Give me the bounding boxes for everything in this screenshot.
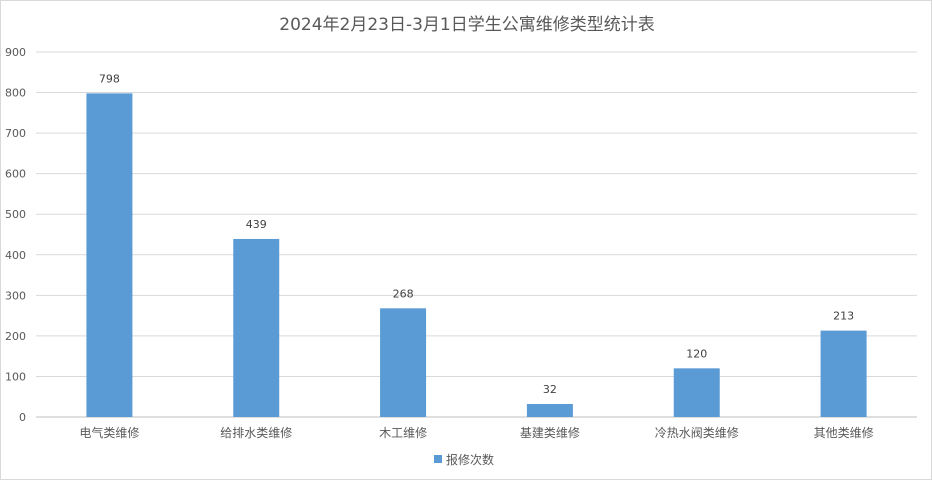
y-tick-label: 100 — [5, 370, 26, 383]
data-label: 120 — [686, 347, 707, 360]
x-tick-label: 电气类维修 — [79, 425, 139, 440]
y-tick-label: 600 — [5, 168, 26, 181]
y-tick-label: 700 — [5, 127, 26, 140]
bar — [526, 404, 573, 417]
bar — [380, 308, 427, 417]
y-tick-label: 300 — [5, 289, 26, 302]
bar — [86, 93, 133, 417]
y-tick-label: 0 — [19, 411, 26, 424]
data-label: 213 — [833, 310, 854, 323]
y-tick-label: 900 — [5, 46, 26, 59]
data-label: 32 — [543, 383, 557, 396]
y-tick-label: 800 — [5, 87, 26, 100]
y-tick-label: 200 — [5, 330, 26, 343]
bar — [820, 330, 867, 417]
data-label: 798 — [99, 72, 120, 85]
x-tick-label: 其他类维修 — [814, 425, 874, 440]
y-tick-label: 500 — [5, 208, 26, 221]
legend-label: 报修次数 — [446, 452, 494, 467]
x-tick-label: 木工维修 — [379, 425, 427, 440]
y-tick-label: 400 — [5, 249, 26, 262]
bar — [673, 368, 720, 417]
chart-title: 2024年2月23日-3月1日学生公寓维修类型统计表 — [279, 15, 655, 35]
x-tick-label: 冷热水阀类维修 — [655, 425, 739, 440]
data-label: 268 — [393, 287, 414, 300]
legend-swatch — [434, 455, 442, 463]
x-tick-label: 基建类维修 — [520, 425, 580, 440]
bar — [233, 238, 280, 417]
x-tick-label: 给排水类维修 — [220, 425, 292, 440]
data-label: 439 — [246, 218, 267, 231]
